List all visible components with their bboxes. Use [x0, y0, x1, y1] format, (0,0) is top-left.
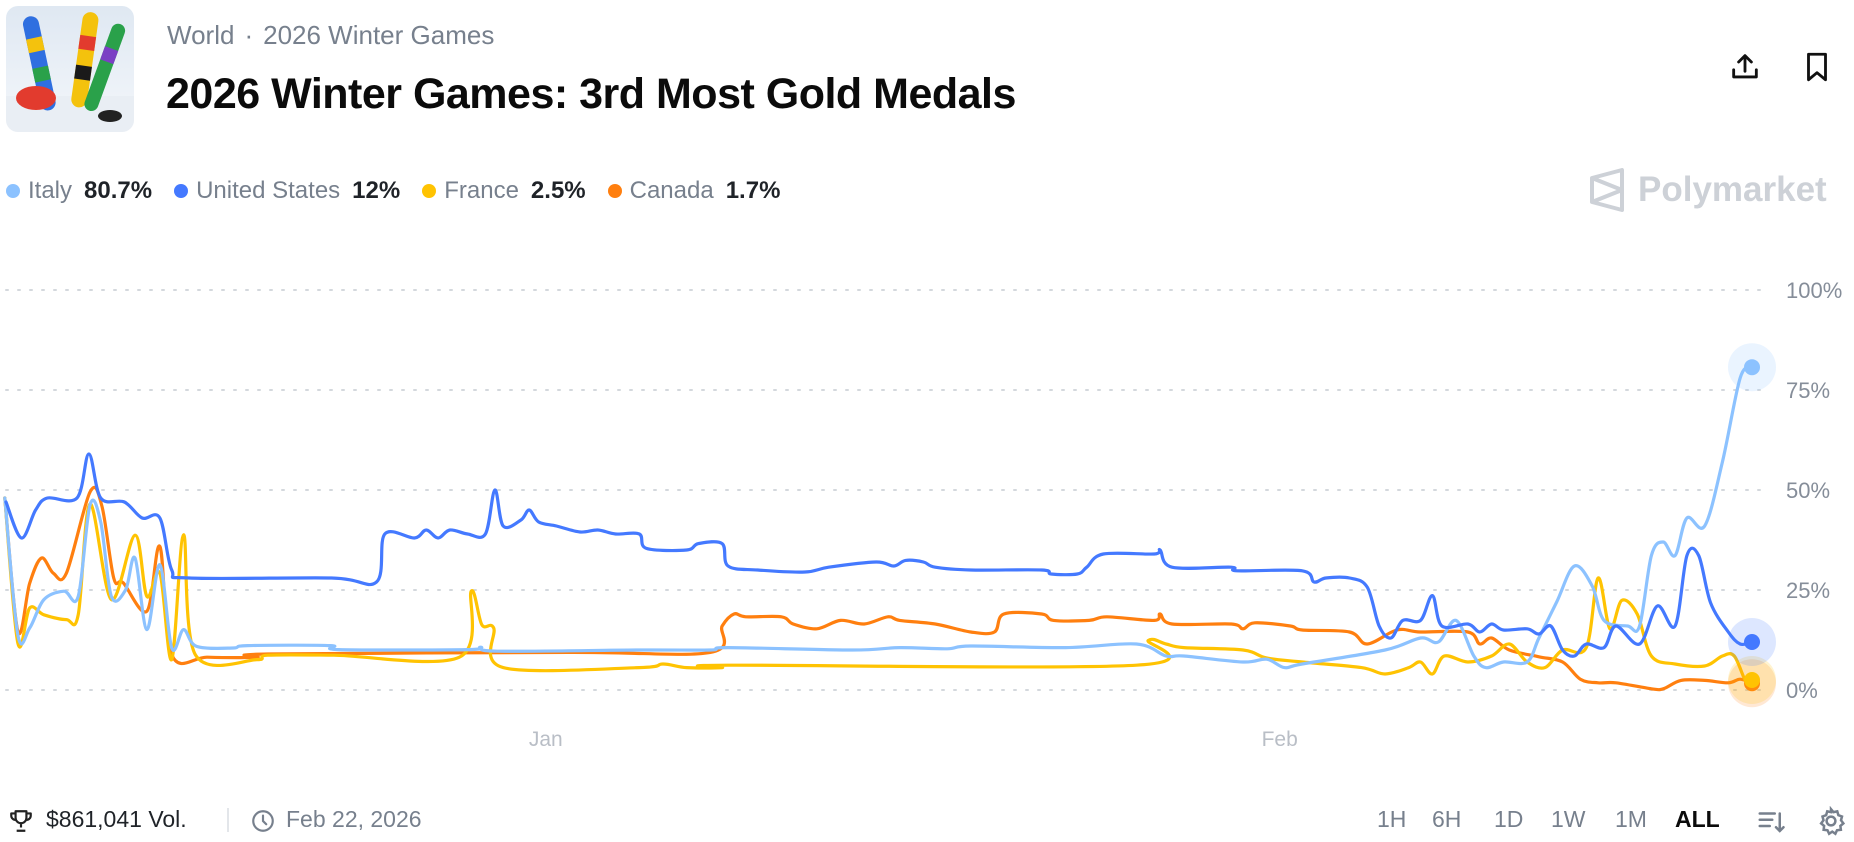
y-tick-label: 25% — [1786, 578, 1830, 603]
bookmark-button[interactable] — [1800, 50, 1834, 84]
breadcrumb: World · 2026 Winter Games — [167, 20, 494, 51]
legend-value: 2.5% — [530, 177, 586, 204]
range-1d[interactable]: 1D — [1494, 806, 1524, 832]
footer-bar: $861,041 Vol. Feb 22, 2026 1H 6H 1D 1W 1… — [0, 800, 1854, 840]
range-1w[interactable]: 1W — [1551, 806, 1586, 832]
legend-dot — [422, 184, 437, 198]
event-thumbnail — [6, 6, 134, 132]
legend-value: 80.7% — [84, 177, 153, 204]
y-tick-label: 50% — [1786, 478, 1830, 503]
range-all[interactable]: ALL — [1675, 806, 1720, 832]
endpoint-marker — [1744, 359, 1760, 376]
chart-legend: Italy 80.7% United States 12% France 2.5% C… — [6, 177, 780, 205]
legend-item-united-states[interactable]: United States 12% — [174, 177, 400, 205]
endpoint-marker — [1744, 672, 1760, 688]
range-1h[interactable]: 1H — [1377, 806, 1407, 832]
breadcrumb-event[interactable]: 2026 Winter Games — [263, 20, 495, 50]
legend-value: 12% — [352, 177, 401, 204]
series-line-united-states — [4, 452, 1754, 658]
x-tick-label: Jan — [529, 728, 563, 751]
end-date: Feb 22, 2026 — [286, 806, 422, 832]
price-chart[interactable]: 0% 25% 50% 75% 100% Jan Feb — [0, 260, 1854, 760]
polymarket-watermark: Polymarket — [1588, 168, 1827, 212]
legend-item-canada[interactable]: Canada 1.7% — [607, 177, 781, 205]
breadcrumb-world[interactable]: World — [167, 20, 235, 50]
page-title: 2026 Winter Games: 3rd Most Gold Medals — [166, 70, 1016, 118]
settings-gear-icon[interactable] — [1816, 806, 1846, 836]
legend-value: 1.7% — [725, 177, 781, 204]
series-line-canada — [3, 485, 1754, 692]
series-line-italy — [3, 365, 1754, 670]
legend-label: France — [444, 177, 519, 204]
legend-dot — [607, 184, 622, 198]
legend-dot — [6, 184, 20, 198]
legend-item-france[interactable]: France 2.5% — [422, 177, 586, 205]
legend-dot — [174, 184, 189, 198]
range-1m[interactable]: 1M — [1615, 806, 1647, 832]
bookmark-icon — [1807, 52, 1827, 82]
breadcrumb-separator: · — [244, 20, 254, 50]
legend-item-italy[interactable]: Italy 80.7% — [6, 177, 152, 205]
sort-filter-icon[interactable] — [1756, 806, 1786, 836]
share-upload-icon — [1732, 54, 1758, 79]
volume-label: $861,041 Vol. — [46, 806, 187, 832]
legend-label: Canada — [629, 177, 714, 204]
brand-name: Polymarket — [1638, 170, 1827, 209]
y-tick-label: 0% — [1786, 678, 1818, 703]
trophy-icon — [10, 810, 32, 832]
polymarket-logo-icon — [1590, 168, 1624, 212]
share-button[interactable] — [1728, 50, 1762, 84]
clock-icon — [252, 810, 274, 832]
legend-label: United States — [196, 177, 341, 204]
endpoint-marker — [1744, 634, 1760, 650]
legend-label: Italy — [28, 177, 73, 204]
divider — [227, 808, 229, 832]
series-line-france — [3, 496, 1754, 685]
y-tick-label: 75% — [1786, 378, 1830, 403]
y-tick-label: 100% — [1786, 278, 1842, 303]
x-tick-label: Feb — [1262, 728, 1298, 751]
range-6h[interactable]: 6H — [1432, 806, 1462, 832]
